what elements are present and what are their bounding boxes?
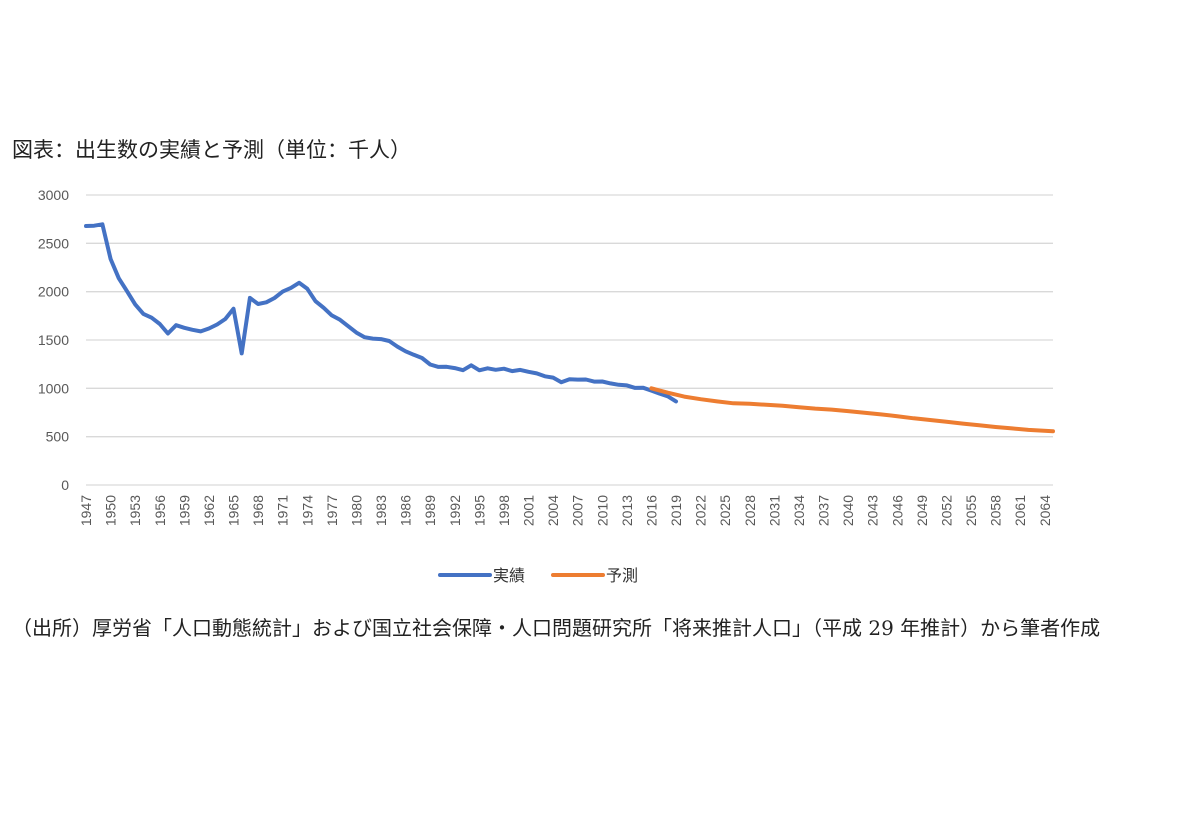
source-note: （出所）厚労省「人口動態統計」および国立社会保障・人口問題研究所「将来推計人口」… [12,616,1101,640]
x-tick-label: 1983 [373,495,389,526]
y-tick-label: 1500 [38,332,69,348]
x-tick-label: 2004 [545,495,561,526]
x-axis-labels: 1947 1950 1953 1956 1959 1962 1965 1968 1971 1974… [78,495,1053,526]
x-tick-label: 1974 [299,495,315,526]
x-tick-label: 1959 [176,495,192,526]
x-tick-label: 2016 [643,495,659,526]
y-tick-label: 500 [46,429,70,445]
x-tick-label: 2013 [619,495,635,526]
grid-lines [86,194,1053,486]
chart-area: 0 500 1000 1500 2000 2500 3000 1947 1950 1953 195… [0,180,1200,600]
x-tick-label: 1998 [496,495,512,526]
series-lines [84,222,1055,434]
x-tick-label: 1956 [152,495,168,526]
x-tick-label: 2025 [717,495,733,526]
series-line-1 [649,386,1055,434]
x-tick-label: 1950 [103,495,119,526]
x-tick-label: 1986 [398,495,414,526]
y-tick-label: 3000 [38,187,69,203]
x-tick-label: 1947 [78,495,94,526]
y-tick-label: 2000 [38,284,69,300]
x-tick-label: 1953 [127,495,143,526]
x-tick-label: 2043 [865,495,881,526]
x-tick-label: 2064 [1037,495,1053,526]
legend-label-0: 実績 [493,566,525,585]
x-tick-label: 1962 [201,495,217,526]
x-tick-label: 2058 [988,495,1004,526]
x-tick-label: 1992 [447,495,463,526]
legend: 実績 予測 [438,566,638,585]
x-tick-label: 1968 [250,495,266,526]
x-tick-label: 1989 [422,495,438,526]
x-tick-label: 1980 [348,495,364,526]
x-tick-label: 1977 [324,495,340,526]
series-line-0 [84,222,678,404]
x-tick-label: 2037 [816,495,832,526]
y-axis-labels: 0 500 1000 1500 2000 2500 3000 [38,187,69,493]
x-tick-label: 2040 [840,495,856,526]
x-tick-label: 1965 [226,495,242,526]
x-tick-label: 2034 [791,495,807,526]
x-tick-label: 2019 [668,495,684,526]
x-tick-label: 2061 [1012,495,1028,526]
y-tick-label: 1000 [38,380,69,396]
line-chart: 0 500 1000 1500 2000 2500 3000 1947 1950 1953 195… [38,187,1055,585]
x-tick-label: 2028 [742,495,758,526]
x-tick-label: 2031 [766,495,782,526]
x-tick-label: 1971 [275,495,291,526]
legend-label-1: 予測 [606,566,638,585]
x-tick-label: 2022 [693,495,709,526]
x-tick-label: 2055 [963,495,979,526]
x-tick-label: 2052 [938,495,954,526]
chart-title: 図表：出生数の実績と予測（単位：千人） [12,138,411,162]
x-tick-label: 2001 [521,495,537,526]
x-tick-label: 2007 [570,495,586,526]
y-tick-label: 2500 [38,235,69,251]
x-tick-label: 2049 [914,495,930,526]
x-tick-label: 2046 [889,495,905,526]
y-tick-label: 0 [61,477,69,493]
x-tick-label: 1995 [471,495,487,526]
x-tick-label: 2010 [594,495,610,526]
